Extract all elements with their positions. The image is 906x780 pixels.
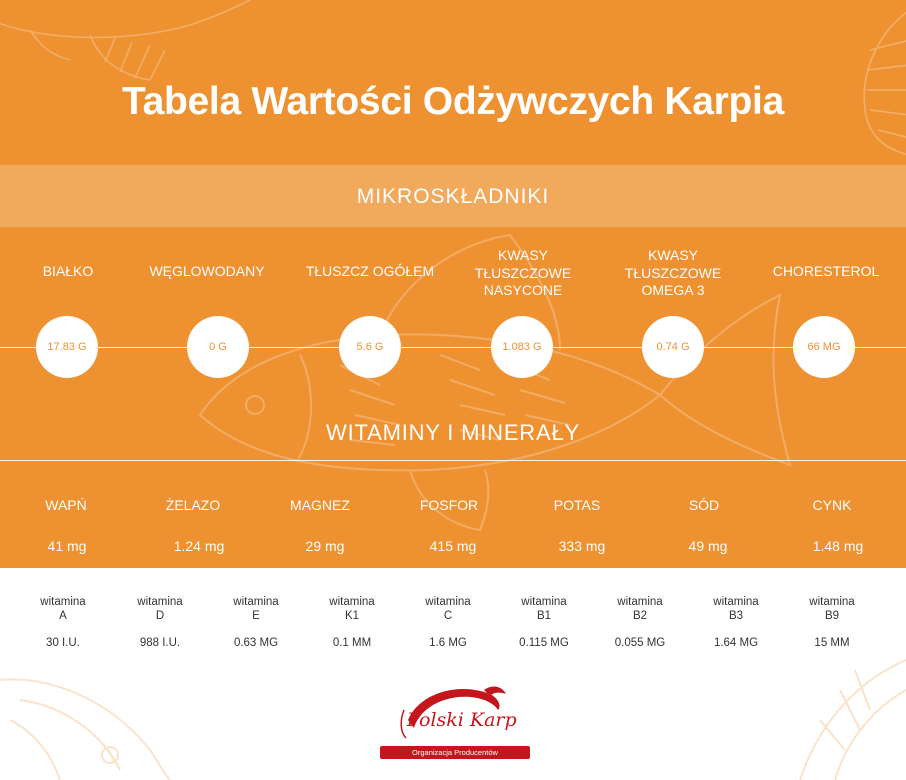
macro-value-carbohydrates: 0 G (187, 316, 249, 378)
mineral-value-zinc: 1.48 mg (812, 538, 864, 554)
vitamin-e-value: 0.63 MG (233, 637, 279, 649)
macro-value-cholesterol: 66 MG (793, 316, 855, 378)
mineral-label-sodium: SÓD (688, 497, 720, 513)
vitamin-b1-value: 0.115 MG (519, 637, 569, 649)
macro-value-omega3: 0.74 G (642, 316, 704, 378)
logo-subtitle: Organizacja Producentów (380, 746, 530, 759)
minerals-section-label: WITAMINY I MINERAŁY (326, 420, 580, 445)
mineral-label-potassium: POTAS (553, 497, 601, 513)
mineral-value-iron: 1.24 mg (173, 538, 225, 554)
mineral-value-sodium: 49 mg (688, 538, 728, 554)
vitamin-b9-value: 15 MM (814, 637, 850, 649)
mineral-label-magnesium: MAGNEZ (290, 497, 350, 513)
mineral-value-calcium: 41 mg (47, 538, 87, 554)
mineral-label-iron: ŻELAZO (165, 497, 221, 513)
divider-line (0, 460, 906, 461)
mineral-value-potassium: 333 mg (558, 538, 606, 554)
vitamin-b2-label: witamina B2 (617, 596, 663, 622)
fish-sketch-bottom-left-icon (0, 678, 171, 780)
vitamin-k1-label: witamina K1 (329, 596, 375, 622)
mineral-value-phosphorus: 415 mg (429, 538, 477, 554)
orange-panel: Tabela Wartości Odżywczych Karpia MIKROS… (0, 0, 906, 568)
macro-label-protein: BIAŁKO (42, 263, 94, 279)
vitamin-b1-label: witamina B1 (521, 596, 567, 622)
micro-band (0, 165, 906, 227)
fish-logo-icon (400, 686, 506, 739)
vitamin-c-value: 1.6 MG (429, 637, 467, 649)
page-title: Tabela Wartości Odżywczych Karpia (122, 80, 784, 123)
vitamin-d-value: 988 I.U. (139, 637, 181, 649)
macro-label-omega3: KWASY TŁUSZCZOWE OMEGA 3 (624, 247, 722, 298)
mineral-value-magnesium: 29 mg (305, 538, 345, 554)
vitamin-d-label: witamina D (137, 596, 183, 622)
macro-label-cholesterol: CHORESTEROL (772, 263, 880, 279)
macro-value-saturated-fat: 1.083 G (491, 316, 553, 378)
mineral-label-calcium: WAPŃ (45, 497, 87, 513)
macro-value-protein: 17.83 G (36, 316, 98, 378)
vitamin-b9-label: witamina B9 (809, 596, 855, 622)
macro-label-carbohydrates: WĘGLOWODANY (149, 263, 265, 279)
vitamin-b3-value: 1.64 MG (713, 637, 759, 649)
vitamin-b2-value: 0.055 MG (614, 637, 666, 649)
mineral-label-phosphorus: FOSFOR (419, 497, 479, 513)
divider-line (0, 347, 906, 348)
vitamin-a-label: witamina A (40, 596, 86, 622)
vitamin-a-value: 30 I.U. (46, 637, 80, 649)
macro-value-total-fat: 5.6 G (339, 316, 401, 378)
logo-wordmark: Polski Karp (407, 709, 517, 731)
vitamin-k1-value: 0.1 MM (332, 637, 372, 649)
vitamin-e-label: witamina E (233, 596, 279, 622)
micro-section-label: MIKROSKŁADNIKI (356, 185, 550, 208)
fish-sketch-bottom-right-icon (799, 659, 906, 780)
mineral-label-zinc: CYNK (812, 497, 852, 513)
macro-label-total-fat: TŁUSZCZ OGÓŁEM (305, 263, 435, 279)
macro-label-saturated-fat: KWASY TŁUSZCZOWE NASYCONE (474, 247, 572, 298)
vitamin-c-label: witamina C (425, 596, 471, 622)
vitamin-b3-label: witamina B3 (713, 596, 759, 622)
